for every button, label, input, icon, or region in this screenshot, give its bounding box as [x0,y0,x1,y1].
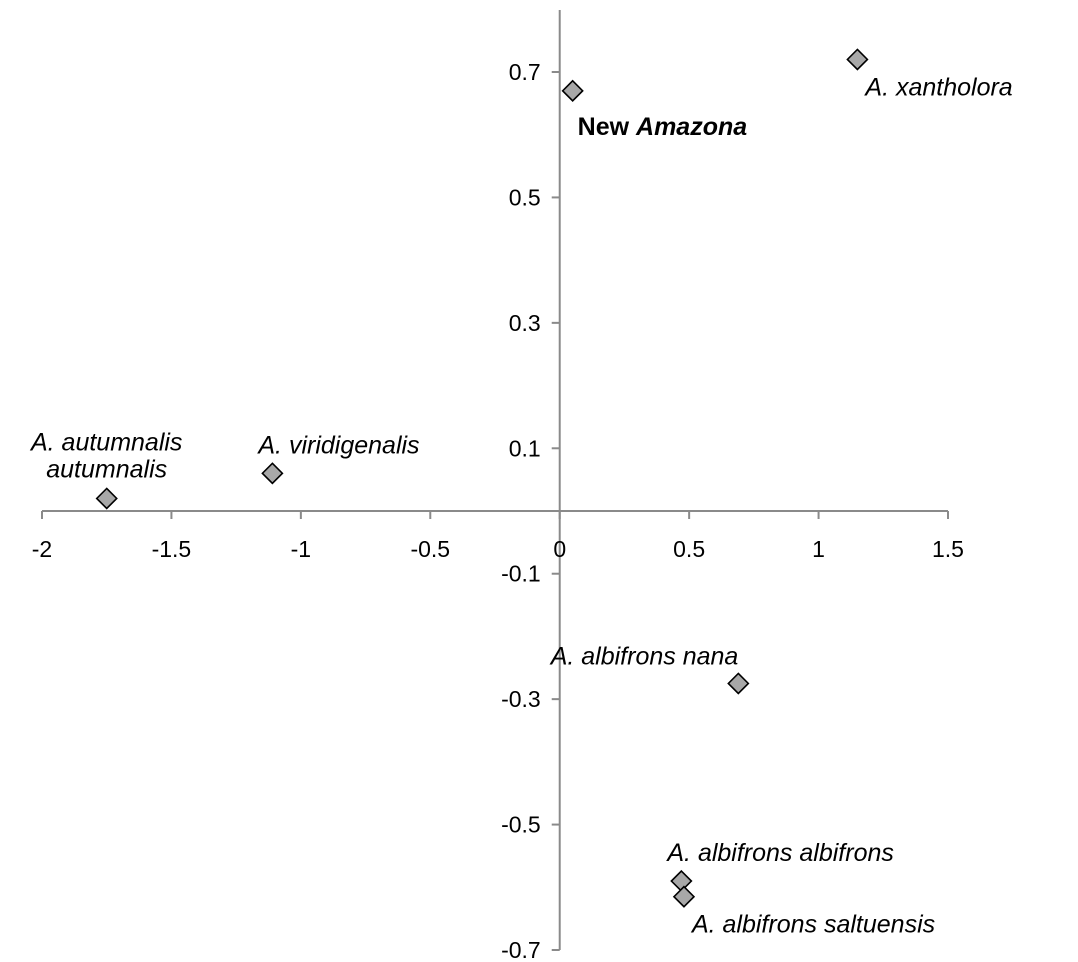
data-point-label-segment: New [578,113,636,141]
data-point-marker [261,462,284,485]
labels-layer: New Amazona A. xantholora A. autumnalis aut… [29,73,1013,938]
ticks-layer: -2 -1.5 -1 -0.5 0 0.5 1 1.5 -0.7 -0.5 -0.3 -0.1 0.1 0… [32,59,964,962]
data-point-label-segment: A. albifrons nana [549,642,739,670]
x-tick-label: 0.5 [673,536,705,562]
data-point-label-segment: autumnalis [46,455,167,483]
x-tick-label: -2 [32,536,52,562]
data-point-marker [670,869,693,893]
x-tick-label: 1.5 [932,536,964,562]
x-tick-label: -0.5 [410,536,450,562]
y-tick-label: 0.7 [509,59,541,85]
y-tick-label: 0.3 [509,310,541,336]
x-tick-label: 1 [812,536,825,562]
data-point-label: A. autumnalis autumnalis [29,428,182,483]
axes-layer [42,10,948,950]
data-point-label: A. viridigenalis [256,431,419,459]
x-tick-label: 0 [553,536,566,562]
data-point-label: A. xantholora [863,73,1012,101]
x-tick-label: -1.5 [152,536,192,562]
data-point-label-segment: A. albifrons saltuensis [690,911,935,939]
x-tick-label: -1 [291,536,311,562]
data-point-label-segment: Amazona [635,113,747,141]
data-point-label: A. albifrons nana [549,642,739,670]
y-tick-label: -0.5 [501,812,541,838]
y-tick-label: -0.1 [501,561,541,587]
data-point-marker [672,885,696,908]
data-point-label-segment: A. autumnalis [29,428,182,456]
data-point-marker [846,48,869,71]
data-point-marker [727,672,750,695]
points-layer [95,48,869,908]
data-point-label: New Amazona [578,113,748,141]
data-point-label-segment: A. albifrons albifrons [665,839,894,867]
y-tick-label: -0.3 [501,686,541,712]
y-tick-label: 0.1 [509,435,541,461]
data-point-label-segment: A. viridigenalis [256,431,419,459]
data-point-label: A. albifrons saltuensis [690,911,935,939]
data-point-marker [95,487,118,510]
data-point-label: A. albifrons albifrons [665,839,894,867]
data-point-label-segment: A. xantholora [863,73,1012,101]
y-tick-label: 0.5 [509,184,541,210]
data-point-marker [561,79,584,102]
y-tick-label: -0.7 [501,937,541,962]
